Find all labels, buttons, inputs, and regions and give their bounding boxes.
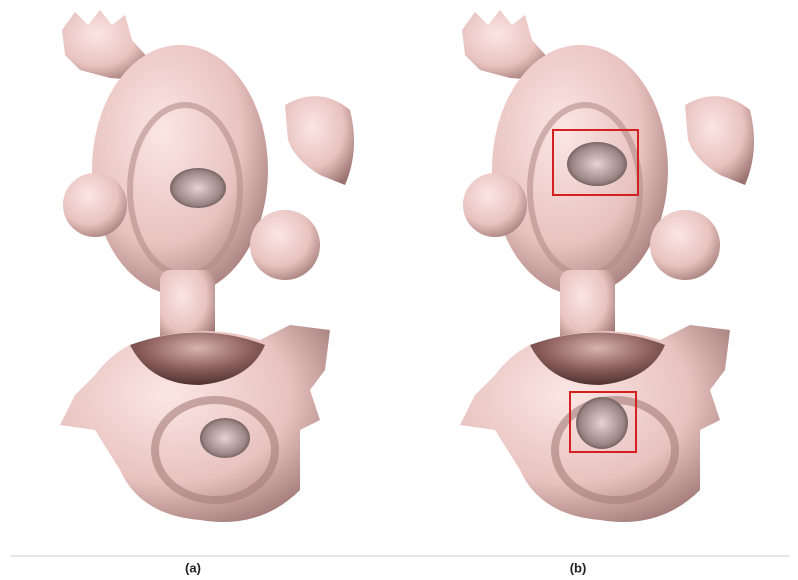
highlight-box bbox=[552, 129, 639, 196]
panel-a bbox=[60, 10, 354, 522]
highlight-box bbox=[569, 391, 637, 453]
hole bbox=[200, 418, 250, 458]
panel-label: (b) bbox=[570, 560, 587, 575]
panel-label: (a) bbox=[185, 560, 201, 575]
hole bbox=[567, 142, 627, 186]
panel-b bbox=[460, 10, 754, 522]
hole bbox=[576, 397, 628, 449]
hole bbox=[170, 168, 226, 208]
